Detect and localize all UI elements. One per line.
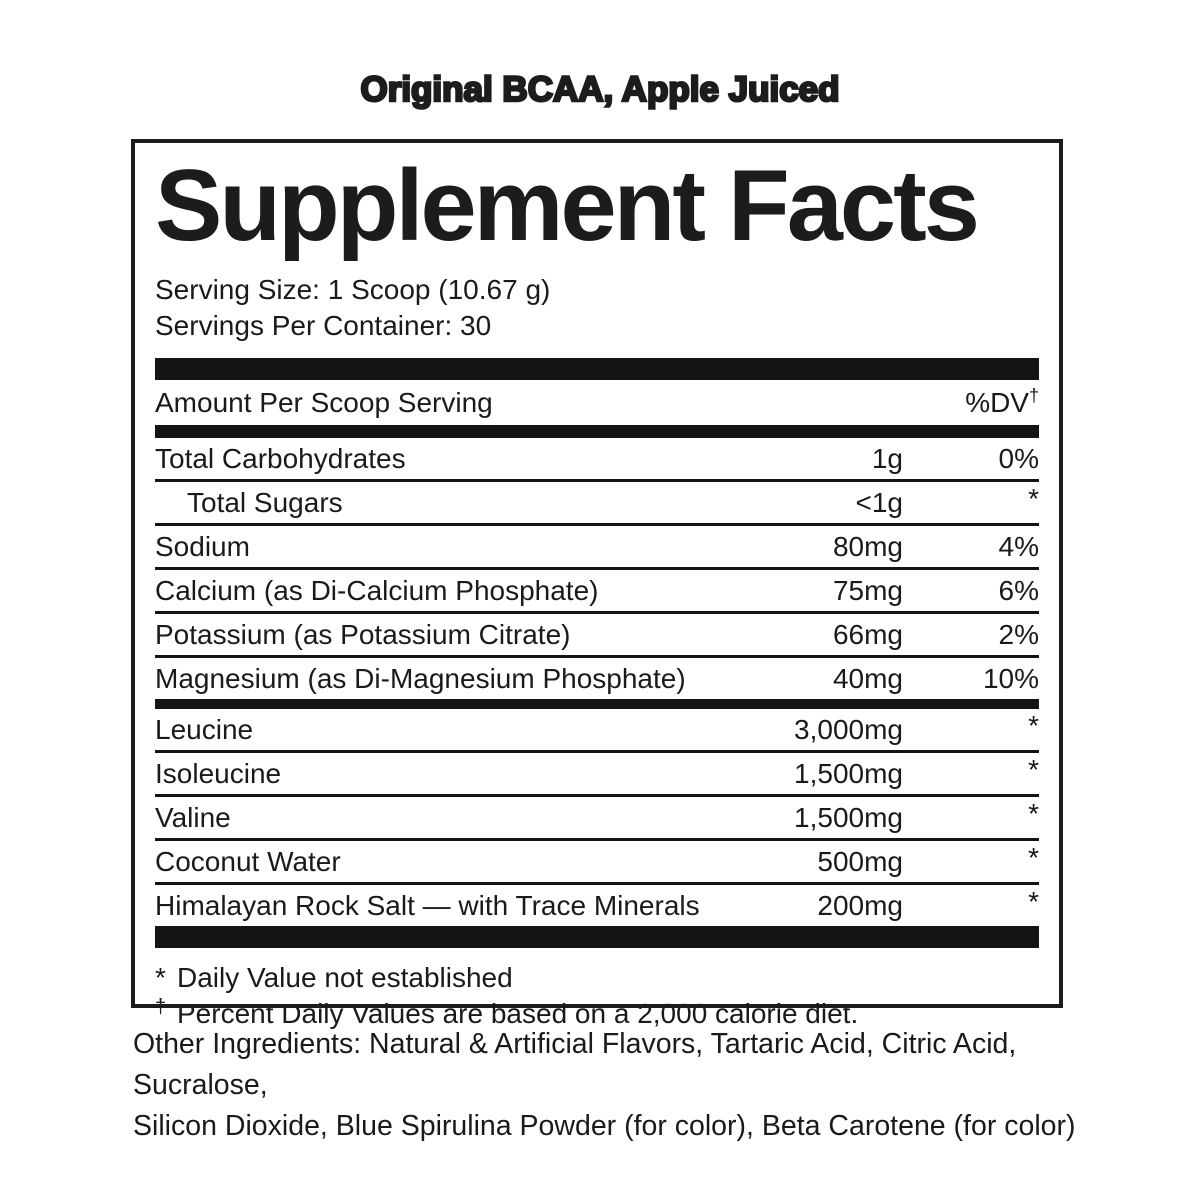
- asterisk-marker: *: [155, 962, 166, 994]
- nutrient-dv: *: [1028, 710, 1039, 742]
- nutrient-amount: 3,000mg: [794, 714, 903, 746]
- nutrient-amount: <1g: [855, 487, 904, 519]
- nutrient-name: Total Sugars: [187, 487, 343, 519]
- nutrient-name: Sodium: [155, 531, 250, 563]
- nutrient-dv: 10%: [982, 663, 1039, 695]
- nutrient-row-isoleucine: Isoleucine 1,500mg *: [155, 753, 1039, 798]
- nutrient-amount: 200mg: [817, 890, 903, 922]
- separator-bar-header: [155, 425, 1039, 439]
- nutrient-amount: 66mg: [832, 619, 903, 651]
- other-ingredients-line-1: Other Ingredients: Natural & Artificial …: [133, 1028, 1017, 1101]
- servings-per-container: Servings Per Container: 30: [155, 310, 492, 342]
- supplement-facts-panel: Supplement Facts Serving Size: 1 Scoop (…: [131, 139, 1063, 1029]
- nutrient-amount: 40mg: [832, 663, 903, 695]
- footnote-percent-dv: † Percent Daily Values are based on a 2,0…: [155, 995, 859, 1030]
- nutrient-dv: *: [1028, 842, 1039, 874]
- nutrient-amount: 500mg: [817, 846, 903, 878]
- nutrient-amount: 1,500mg: [794, 802, 903, 834]
- nutrient-dv: *: [1028, 483, 1039, 515]
- footnotes: * Daily Value not established † Percent Da…: [155, 960, 1039, 1032]
- nutrient-dv: 6%: [998, 575, 1039, 607]
- nutrient-amount: 80mg: [832, 531, 903, 563]
- nutrient-dv: *: [1028, 798, 1039, 830]
- nutrient-name: Coconut Water: [155, 846, 341, 878]
- nutrient-row-coconut-water: Coconut Water 500mg *: [155, 841, 1039, 886]
- nutrient-row-valine: Valine 1,500mg *: [155, 797, 1039, 842]
- amount-column-label: Amount Per Scoop Serving: [155, 387, 493, 419]
- nutrient-dv: 4%: [998, 531, 1039, 563]
- nutrient-amount: 75mg: [832, 575, 903, 607]
- other-ingredients-line-2: Silicon Dioxide, Blue Spirulina Powder (…: [133, 1110, 1076, 1142]
- nutrient-name: Leucine: [155, 714, 254, 746]
- dv-dagger-superscript: †: [1028, 385, 1039, 406]
- nutrient-name: Isoleucine: [155, 758, 282, 790]
- footnote-text: Percent Daily Values are based on a 2,00…: [177, 998, 859, 1030]
- nutrient-name: Potassium (as Potassium Citrate): [155, 619, 571, 651]
- nutrient-name: Himalayan Rock Salt — with Trace Mineral…: [155, 890, 700, 922]
- nutrient-dv: *: [1028, 754, 1039, 786]
- nutrient-row-magnesium: Magnesium (as Di-Magnesium Phosphate) 40…: [155, 658, 1039, 699]
- nutrient-dv: 0%: [998, 443, 1039, 475]
- column-header-row: Amount Per Scoop Serving %DV†: [155, 380, 1039, 425]
- nutrient-row-himalayan-rock-salt: Himalayan Rock Salt — with Trace Mineral…: [155, 885, 1039, 926]
- nutrient-name: Calcium (as Di-Calcium Phosphate): [155, 575, 599, 607]
- product-title: Original BCAA, Apple Juiced: [359, 69, 841, 111]
- separator-bar-bottom: [155, 926, 1039, 949]
- nutrient-dv: *: [1028, 886, 1039, 918]
- nutrient-row-sodium: Sodium 80mg 4%: [155, 526, 1039, 571]
- nutrient-row-total-carbohydrates: Total Carbohydrates 1g 0%: [155, 438, 1039, 483]
- footnote-daily-value: * Daily Value not established: [155, 960, 1039, 996]
- nutrient-name: Magnesium (as Di-Magnesium Phosphate): [155, 663, 686, 695]
- nutrient-amount: 1,500mg: [794, 758, 903, 790]
- footnote-text: Daily Value not established: [177, 962, 513, 994]
- nutrient-row-leucine: Leucine 3,000mg *: [155, 709, 1039, 754]
- nutrient-amount: 1g: [871, 443, 903, 475]
- serving-size: Serving Size: 1 Scoop (10.67 g): [155, 274, 551, 306]
- nutrient-name: Valine: [155, 802, 231, 834]
- nutrient-row-calcium: Calcium (as Di-Calcium Phosphate) 75mg 6…: [155, 570, 1039, 615]
- nutrient-dv: 2%: [998, 619, 1039, 651]
- nutrient-row-total-sugars: Total Sugars <1g *: [155, 482, 1039, 527]
- dv-column-label: %DV†: [965, 385, 1039, 419]
- nutrient-name: Total Carbohydrates: [155, 443, 406, 475]
- separator-bar-minerals-aminos: [155, 699, 1039, 710]
- separator-bar-top: [155, 358, 1039, 381]
- nutrient-row-potassium: Potassium (as Potassium Citrate) 66mg 2%: [155, 614, 1039, 659]
- other-ingredients: Other Ingredients: Natural & Artificial …: [133, 1024, 1093, 1147]
- supplement-facts-title: Supplement Facts: [155, 150, 980, 262]
